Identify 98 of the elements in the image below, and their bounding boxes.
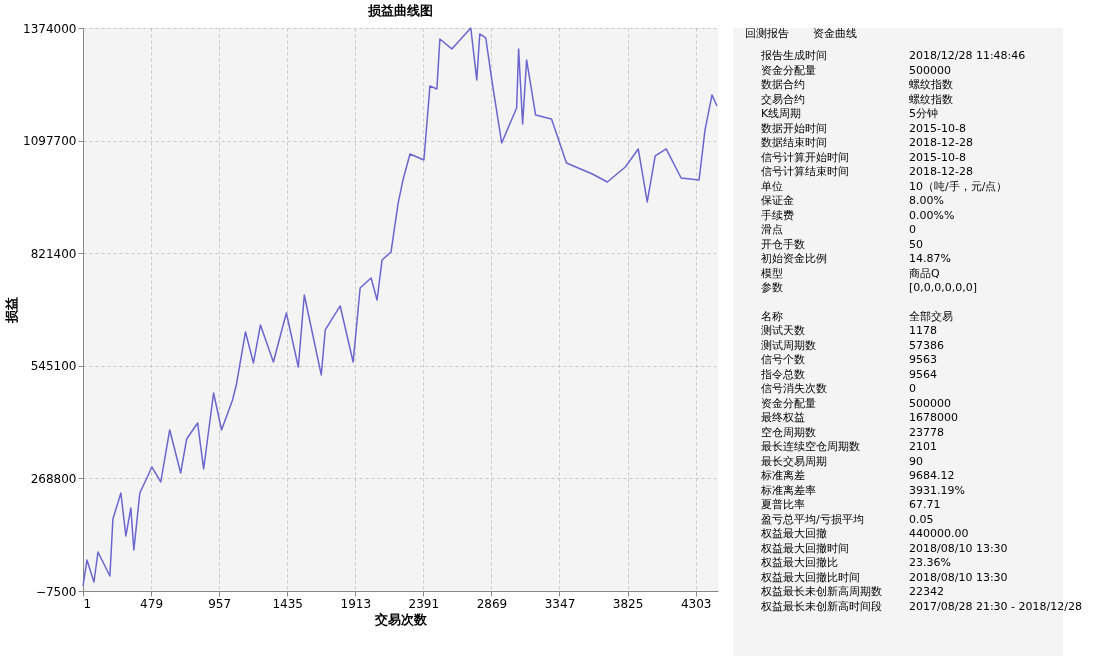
text: 500000 (909, 396, 951, 410)
text: 2018-12-28 (909, 165, 973, 178)
text: 2018-12-28 (909, 136, 973, 149)
text: 9563 (909, 353, 937, 366)
text: 权益最大回撤 (760, 527, 827, 540)
text: 数据结束时间 (761, 136, 827, 149)
text: 权益最长未创新高时间段 (760, 599, 882, 613)
x-axis-title: 交易次数 (374, 611, 428, 627)
text: 标准离差率 (760, 483, 816, 497)
text: 权益最大回撤比 (760, 556, 838, 569)
x-tick-label: 1 (83, 596, 92, 611)
text: 23.36% (909, 556, 951, 569)
line-series (82, 27, 718, 587)
text: 资金分配量 (761, 396, 816, 410)
text: 保证金 (761, 194, 794, 207)
text: 2018/08/10 13:30 (909, 541, 1008, 555)
text: 指令总数 (760, 367, 805, 381)
text: 90 (909, 454, 923, 468)
text: 信号计算开始时间 (761, 150, 849, 164)
text: 滑点 (761, 223, 783, 236)
text: 测试天数 (761, 324, 805, 337)
text: 权益最大回撤比时间 (760, 570, 860, 584)
text: 2018/08/10 13:30 (909, 570, 1008, 584)
text: 0.00%% (909, 208, 955, 222)
text: 开仓手数 (761, 237, 805, 251)
y-tick-label: 1097700 (23, 134, 77, 149)
text: 信号计算结束时间 (761, 165, 849, 178)
text: 50 (909, 237, 923, 251)
x-tick-label: 4303 (680, 596, 712, 611)
text: 数据开始时间 (761, 121, 827, 135)
text: 0 (909, 223, 916, 236)
y-tick-label: 545100 (30, 359, 77, 374)
text: 资金分配量 (761, 63, 816, 77)
text: 权益最大回撤时间 (760, 541, 849, 555)
text: 22342 (909, 585, 944, 598)
text: 最长连续空仓周期数 (761, 440, 860, 453)
text: K线周期 (761, 107, 802, 120)
text: 3931.19% (909, 483, 965, 497)
text: 单位 (761, 179, 783, 193)
text: 盈亏总平均/亏损平均 (761, 512, 864, 526)
text: 交易合约 (761, 92, 805, 106)
text: 全部交易 (909, 309, 953, 323)
text: 2015-10-8 (909, 150, 966, 164)
text: 权益最长未创新高周期数 (760, 585, 882, 598)
text: 0 (909, 382, 916, 395)
y-tick-label: 268800 (30, 471, 77, 486)
text: 报告生成时间 (760, 49, 827, 62)
text: 23778 (909, 425, 944, 439)
text: 10（吨/手，元/点） (909, 179, 1008, 193)
text: 2018/12/28 11:48:46 (909, 49, 1026, 62)
x-tick-label: 2391 (408, 596, 440, 611)
text: 螺纹指数 (909, 78, 953, 91)
text: 最长交易周期 (761, 454, 827, 468)
text: 5分钟 (909, 107, 938, 120)
text: 信号个数 (761, 353, 805, 366)
text: 空仓周期数 (761, 425, 816, 439)
text: 14.87% (909, 252, 951, 265)
chart-title: 损益曲线图 (367, 3, 433, 18)
text: 回测报告 (745, 27, 789, 40)
text: 8.00% (909, 194, 944, 207)
text: 9684.12 (909, 469, 955, 482)
x-tick-label: 957 (208, 596, 232, 611)
text: 57386 (909, 338, 944, 352)
x-tick-label: 3825 (612, 596, 644, 611)
text: 测试周期数 (761, 338, 816, 352)
text: 最终权益 (761, 411, 805, 424)
text: 440000.00 (909, 527, 969, 540)
x-tick-label: 1435 (272, 596, 303, 611)
text: [0,0,0,0,0,0] (909, 281, 978, 294)
text: 参数 (761, 281, 783, 294)
text: 500000 (909, 63, 951, 77)
y-tick-label: 821400 (30, 246, 77, 261)
text: 数据合约 (761, 78, 805, 91)
text: 夏普比率 (761, 498, 805, 511)
text: 标准离差 (760, 469, 805, 482)
y-tick-label: 1374000 (23, 21, 77, 36)
y-tick-label: −7500 (35, 584, 77, 599)
text: 0.05 (909, 512, 934, 526)
x-tick-label: 479 (140, 596, 164, 611)
text: 1678000 (909, 411, 958, 424)
text: 信号消失次数 (761, 382, 827, 395)
text: 2015-10-8 (909, 121, 966, 135)
text: 67.71 (909, 498, 941, 511)
text: 名称 (761, 309, 783, 323)
y-axis-title: 损益 (4, 297, 20, 324)
text: 资金曲线 (813, 27, 857, 40)
text: 商品Q (909, 266, 940, 280)
x-tick-label: 1913 (340, 596, 372, 611)
x-tick-label: 3347 (544, 596, 576, 611)
text: 1178 (909, 324, 937, 337)
text: 9564 (909, 367, 937, 381)
x-tick-label: 2869 (476, 596, 508, 611)
text: 手续费 (761, 208, 794, 222)
text: 初始资金比例 (761, 252, 827, 265)
text: 2017/08/28 21:30 - 2018/12/28 (909, 599, 1082, 613)
text: 螺纹指数 (909, 92, 953, 106)
text: 模型 (761, 266, 783, 280)
text: 2101 (909, 440, 937, 453)
